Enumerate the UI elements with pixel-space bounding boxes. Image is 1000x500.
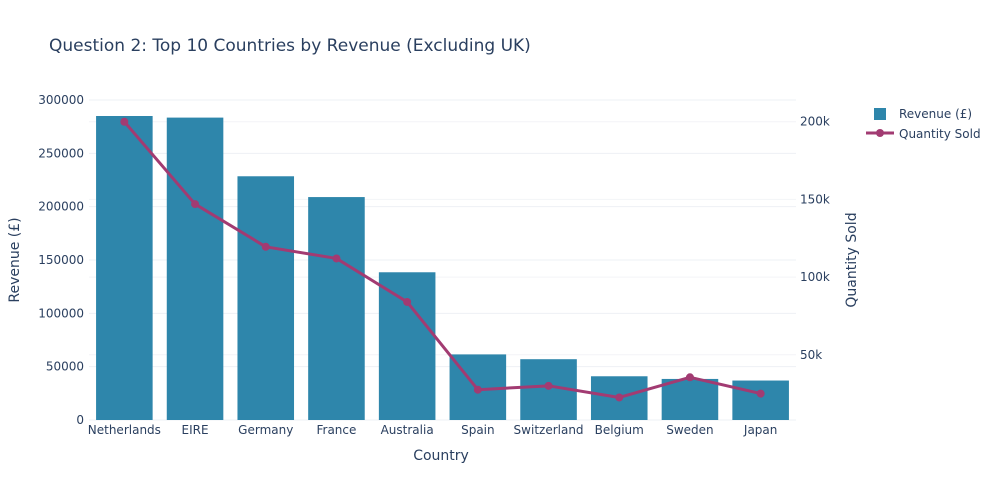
chart-title: Question 2: Top 10 Countries by Revenue … (49, 36, 531, 56)
bar (378, 272, 436, 420)
y-tick-label: 100000 (38, 306, 84, 320)
line-point (615, 393, 624, 402)
y2-axis-title: Quantity Sold (844, 212, 860, 307)
y-tick-label: 50000 (46, 360, 84, 374)
y2-tick-label: 150k (800, 192, 830, 206)
bar (237, 176, 295, 420)
line-point (403, 297, 412, 306)
line-point (685, 373, 694, 382)
legend-line-label: Quantity Sold (899, 127, 981, 141)
bar (308, 197, 365, 420)
bar-series (96, 116, 789, 420)
legend-bar-label: Revenue (£) (899, 107, 972, 121)
quantity-line (123, 120, 761, 399)
line-point (261, 242, 270, 251)
x-tick-label: Netherlands (88, 423, 161, 437)
y2-tick-label: 100k (800, 270, 830, 284)
x-tick-label: Japan (743, 423, 777, 437)
x-tick-label: France (316, 423, 356, 437)
y-tick-label: 0 (76, 413, 84, 427)
x-tick-label: Sweden (666, 423, 713, 437)
y2-tick-label: 200k (800, 115, 830, 129)
x-tick-label: Australia (381, 423, 434, 437)
x-tick-label: Spain (461, 423, 495, 437)
bar (166, 117, 224, 420)
y-tick-label: 150000 (38, 253, 84, 267)
x-axis-title: Country (413, 448, 469, 464)
line-point (756, 389, 765, 398)
bar (96, 116, 153, 420)
bar (661, 378, 719, 420)
line-point (473, 385, 482, 394)
line-point (544, 381, 553, 390)
line-series (120, 117, 765, 402)
line-point (191, 200, 200, 209)
y-axis-ticks: 0 50000 100000 150000 200000 250000 300000 (38, 93, 84, 427)
x-tick-label: Belgium (595, 423, 644, 437)
x-axis-ticks: Netherlands EIRE Germany France Australia Spa… (88, 423, 778, 437)
line-point (120, 117, 129, 126)
y-tick-label: 200000 (38, 200, 84, 214)
y2-axis-ticks: 50k 100k 150k 200k (800, 115, 830, 362)
bar (732, 380, 789, 420)
legend-line-marker (876, 129, 884, 137)
legend-bar-swatch (874, 108, 886, 120)
y-tick-label: 300000 (38, 93, 84, 107)
y-axis-title: Revenue (£) (7, 217, 23, 302)
legend[interactable]: Revenue (£) Quantity Sold (866, 107, 981, 141)
y2-tick-label: 50k (800, 348, 822, 362)
y-tick-label: 250000 (38, 146, 84, 160)
x-tick-label: EIRE (182, 423, 209, 437)
line-point (332, 254, 341, 263)
x-tick-label: Germany (238, 423, 293, 437)
x-tick-label: Switzerland (514, 423, 584, 437)
